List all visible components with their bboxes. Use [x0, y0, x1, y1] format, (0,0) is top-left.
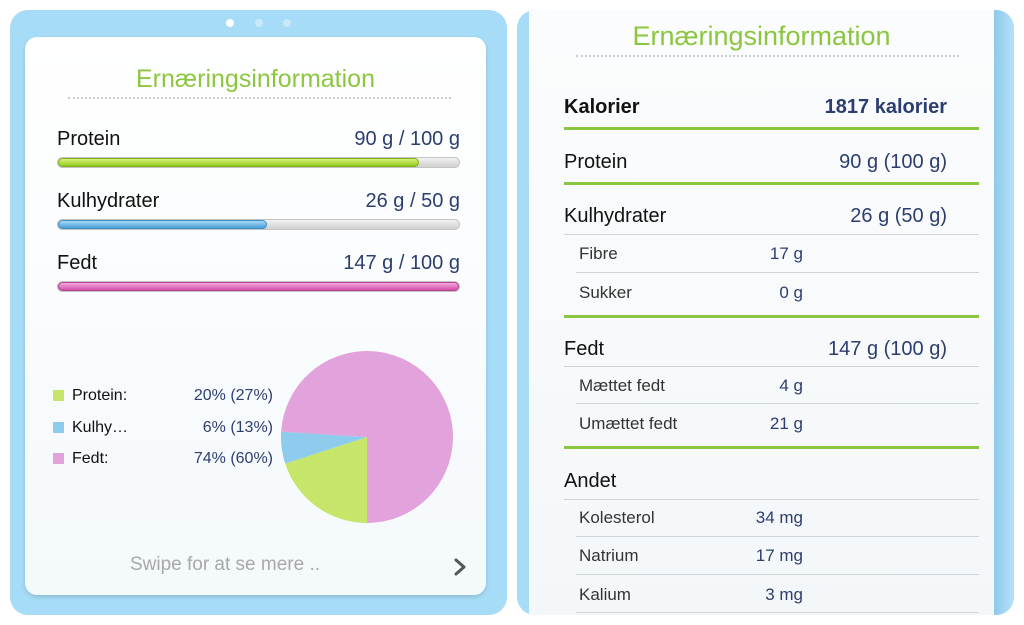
protein-label: Protein	[564, 151, 628, 173]
swipe-hint: Swipe for at se mere ..	[129, 554, 321, 575]
card-title: Ernæringsinformation	[136, 65, 375, 93]
pie-legend: Protein: 20% (27%) Kulhy… 6% (13%) Fedt:…	[53, 387, 273, 482]
potassium-label: Kalium	[579, 585, 631, 604]
progress-fill	[58, 158, 419, 167]
row-divider	[564, 499, 979, 500]
legend-item: Fedt: 74% (60%)	[53, 450, 273, 482]
progress-track	[57, 157, 460, 168]
legend-name: Fedt:	[72, 450, 109, 467]
row-divider	[576, 612, 979, 613]
nutrient-value: 147 g / 100 g	[343, 252, 460, 274]
scroll-edge	[994, 10, 1014, 615]
nutrition-details-sheet: Ernæringsinformation Kalorier 1817 kalor…	[529, 10, 994, 615]
row-divider	[564, 234, 979, 235]
legend-swatch	[53, 390, 64, 401]
saturated-fat-value: 4 g	[779, 376, 803, 395]
page-dot-3[interactable]	[282, 19, 291, 27]
potassium-value: 3 mg	[765, 585, 803, 604]
nutrient-row-carbs: Kulhydrater 26 g / 50 g	[57, 190, 460, 236]
section-divider	[564, 446, 979, 449]
page-indicator[interactable]	[10, 14, 507, 27]
legend-name: Kulhy…	[72, 418, 129, 436]
legend-item: Protein: 20% (27%)	[53, 387, 273, 419]
calories-label: Kalorier	[564, 96, 640, 118]
nutrient-row-protein: Protein 90 g / 100 g	[57, 128, 460, 174]
row-divider	[576, 403, 979, 404]
saturated-fat-label: Mættet fedt	[579, 376, 665, 395]
fibre-label: Fibre	[579, 244, 618, 263]
nutrient-label: Fedt	[57, 252, 98, 274]
sodium-label: Natrium	[579, 546, 639, 565]
sodium-value: 17 mg	[755, 546, 803, 565]
nutrient-value: 26 g / 50 g	[365, 190, 460, 212]
protein-value: 90 g (100 g)	[839, 151, 947, 173]
pie-slice-2	[281, 431, 367, 464]
fat-value: 147 g (100 g)	[828, 338, 947, 360]
nutrition-summary-card: Ernæringsinformation Protein 90 g / 100 …	[25, 37, 486, 595]
legend-percent: 20% (27%)	[193, 387, 273, 404]
page-dot-2[interactable]	[254, 19, 263, 27]
title-divider	[576, 55, 959, 57]
fat-label: Fedt	[564, 338, 605, 360]
row-divider	[564, 366, 979, 367]
legend-name: Protein:	[72, 387, 128, 404]
section-divider	[564, 127, 979, 130]
carbs-label: Kulhydrater	[564, 205, 667, 227]
legend-swatch	[53, 453, 64, 464]
summary-panel[interactable]: Ernæringsinformation Protein 90 g / 100 …	[10, 10, 507, 615]
page-dot-1[interactable]	[226, 19, 235, 27]
row-divider	[576, 574, 979, 575]
sugar-label: Sukker	[579, 283, 632, 302]
section-divider	[564, 182, 979, 185]
nutrient-label: Protein	[57, 128, 121, 150]
nutrient-value: 90 g / 100 g	[354, 128, 460, 150]
legend-swatch	[53, 421, 64, 433]
calories-value: 1817 kalorier	[824, 96, 947, 118]
cholesterol-value: 34 mg	[755, 508, 803, 527]
progress-fill	[58, 220, 267, 229]
title-divider	[68, 97, 451, 99]
sugar-value: 0 g	[779, 283, 803, 302]
chevron-right-icon[interactable]	[452, 557, 468, 577]
legend-item: Kulhy… 6% (13%)	[53, 419, 273, 451]
unsaturated-fat-label: Umættet fedt	[579, 414, 678, 433]
pie-slice-1	[285, 437, 367, 523]
nutrient-row-fat: Fedt 147 g / 100 g	[57, 252, 460, 298]
progress-track	[57, 219, 460, 230]
cholesterol-label: Kolesterol	[579, 508, 655, 527]
row-divider	[576, 272, 979, 273]
row-divider	[576, 536, 979, 537]
nutrient-label: Kulhydrater	[57, 190, 160, 212]
other-label: Andet	[564, 470, 617, 492]
details-panel[interactable]: Ernæringsinformation Kalorier 1817 kalor…	[517, 10, 1014, 615]
macro-pie-chart	[281, 351, 453, 523]
legend-percent: 74% (60%)	[193, 450, 273, 467]
section-divider	[564, 315, 979, 318]
fibre-value: 17 g	[769, 244, 803, 263]
progress-fill	[58, 282, 459, 291]
pie-slice-3	[281, 351, 453, 523]
legend-percent: 6% (13%)	[202, 418, 273, 436]
carbs-value: 26 g (50 g)	[850, 205, 947, 227]
unsaturated-fat-value: 21 g	[769, 414, 803, 433]
progress-track	[57, 281, 460, 292]
details-title: Ernæringsinformation	[632, 21, 891, 51]
